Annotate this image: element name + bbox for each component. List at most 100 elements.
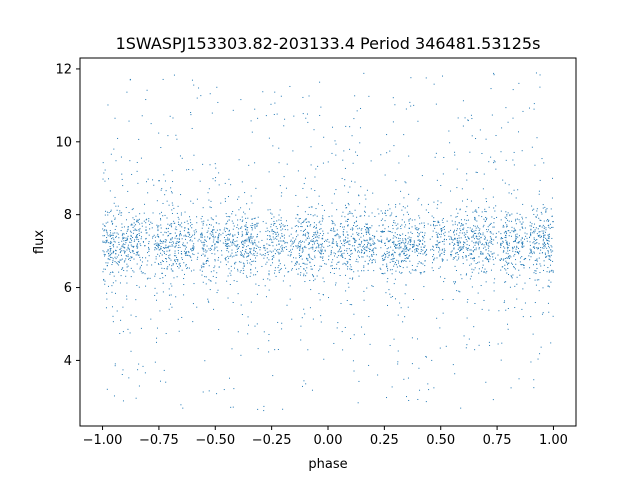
- data-point: [201, 234, 203, 236]
- data-point: [452, 299, 454, 301]
- data-point: [455, 253, 457, 255]
- data-point: [310, 164, 312, 166]
- data-point: [464, 219, 466, 221]
- data-point: [230, 406, 232, 408]
- data-point: [229, 377, 230, 379]
- data-point: [171, 270, 173, 272]
- data-point: [363, 265, 365, 267]
- data-point: [256, 323, 258, 325]
- data-point: [457, 241, 459, 243]
- data-point: [414, 225, 416, 227]
- data-point: [174, 237, 176, 239]
- data-point: [290, 249, 292, 251]
- data-point: [251, 131, 253, 133]
- data-point: [492, 399, 494, 401]
- data-point: [480, 236, 482, 238]
- data-point: [353, 370, 355, 372]
- data-point: [487, 226, 489, 228]
- data-point: [126, 249, 128, 251]
- data-point: [296, 225, 298, 227]
- data-point: [296, 245, 298, 247]
- data-point: [180, 404, 182, 406]
- data-point: [230, 265, 232, 267]
- data-point: [265, 263, 267, 265]
- data-point: [551, 269, 553, 271]
- data-point: [324, 249, 326, 251]
- data-point: [310, 206, 312, 208]
- data-point: [130, 314, 132, 316]
- data-point: [545, 227, 547, 229]
- data-point: [156, 200, 158, 202]
- data-point: [435, 152, 437, 154]
- data-point: [309, 256, 311, 258]
- data-point: [318, 270, 320, 272]
- data-point: [306, 257, 308, 259]
- data-point: [505, 252, 507, 254]
- data-point: [408, 155, 410, 157]
- data-point: [529, 244, 531, 246]
- data-point: [218, 235, 220, 237]
- data-point: [512, 248, 514, 250]
- data-point: [460, 249, 462, 251]
- data-point: [411, 363, 413, 365]
- data-point: [240, 270, 242, 272]
- data-point: [320, 228, 322, 230]
- data-point: [193, 230, 195, 232]
- data-point: [415, 270, 417, 272]
- data-point: [130, 234, 132, 236]
- data-point: [462, 229, 464, 231]
- data-point: [425, 254, 427, 256]
- data-point: [358, 234, 360, 236]
- data-point: [295, 230, 297, 232]
- data-point: [372, 243, 374, 245]
- data-point: [402, 240, 404, 242]
- data-point: [515, 230, 517, 232]
- data-point: [481, 267, 483, 269]
- data-point: [409, 254, 411, 256]
- data-point: [183, 235, 185, 237]
- data-point: [244, 240, 246, 242]
- data-point: [173, 74, 175, 76]
- data-point: [548, 226, 550, 228]
- data-point: [170, 283, 172, 285]
- data-point: [298, 242, 300, 244]
- data-point: [310, 224, 312, 226]
- data-point: [395, 216, 397, 218]
- data-point: [441, 249, 443, 251]
- data-point: [369, 233, 371, 235]
- data-point: [236, 248, 238, 250]
- data-point: [476, 172, 478, 173]
- data-point: [533, 252, 535, 254]
- data-point: [299, 274, 301, 276]
- data-point: [278, 253, 280, 255]
- data-point: [235, 252, 237, 254]
- data-point: [463, 243, 465, 245]
- data-point: [493, 263, 495, 265]
- data-point: [349, 244, 351, 246]
- data-point: [322, 218, 324, 220]
- data-point: [443, 251, 445, 253]
- data-point: [356, 232, 358, 234]
- data-point: [145, 229, 147, 231]
- data-point: [132, 208, 134, 210]
- data-point: [541, 230, 543, 232]
- data-point: [180, 233, 182, 235]
- data-point: [214, 253, 216, 255]
- data-point: [308, 253, 310, 255]
- data-point: [400, 190, 402, 192]
- data-point: [382, 218, 384, 220]
- data-point: [407, 241, 409, 243]
- data-point: [532, 209, 534, 211]
- data-point: [139, 234, 141, 236]
- data-point: [495, 236, 497, 238]
- data-point: [203, 263, 205, 265]
- data-point: [351, 213, 353, 215]
- data-point: [105, 242, 107, 244]
- data-point: [209, 93, 211, 95]
- data-point: [274, 231, 276, 233]
- data-point: [252, 242, 254, 244]
- data-point: [464, 117, 466, 119]
- data-point: [473, 260, 475, 262]
- data-point: [254, 226, 256, 228]
- data-point: [117, 233, 119, 235]
